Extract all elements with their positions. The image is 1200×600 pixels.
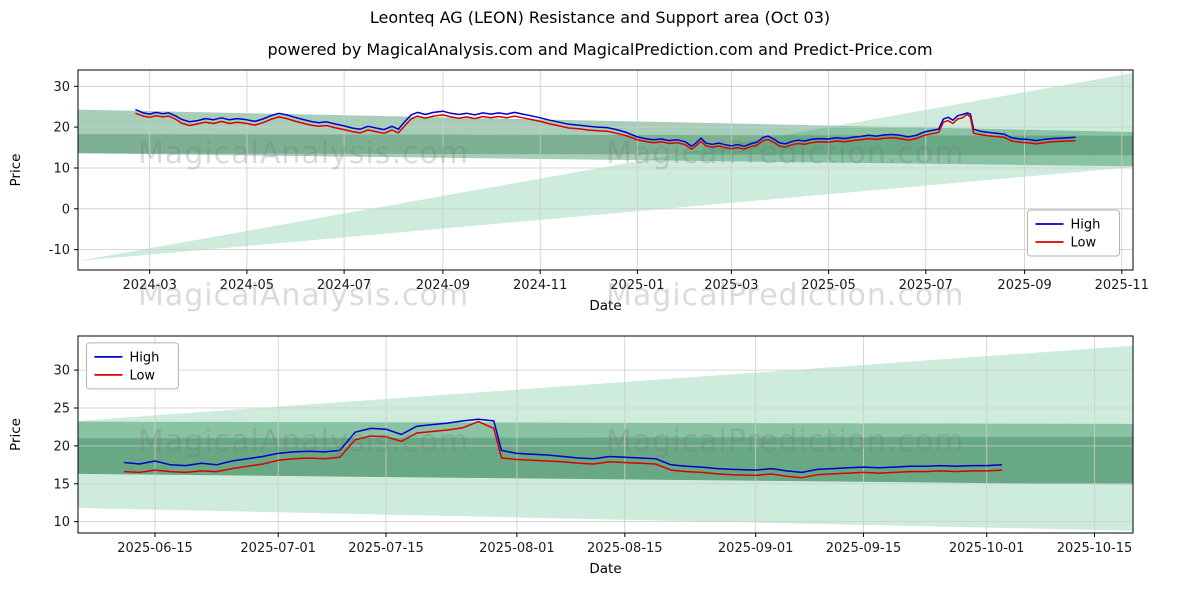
resistance-band (78, 421, 1133, 485)
legend: High Low (85, 342, 179, 390)
chart-subtitle: powered by MagicalAnalysis.com and Magic… (267, 40, 933, 59)
legend-label-low: Low (1071, 236, 1097, 251)
tick-label-y: 30 (53, 364, 70, 379)
tick-label-x: 2025-07-01 (240, 541, 316, 556)
tick-label-x: 2025-10-01 (949, 541, 1025, 556)
tick-label-y: 20 (53, 439, 70, 454)
series-line-high (135, 108, 1076, 148)
tick-label-y: 0 (62, 202, 70, 217)
x-axis-label: Date (589, 298, 621, 314)
chart-canvas: 2025-06-15 2025-07-01 2025-07-15 2025-08-01… (8, 335, 1134, 577)
tick-label-x: 2025-07-15 (348, 541, 424, 556)
tick-label-y: 30 (53, 80, 70, 95)
chart-title: Leonteq AG (LEON) Resistance and Support… (369, 8, 831, 27)
tick-label-x: 2025-06-15 (117, 541, 193, 556)
y-axis-label: Price (8, 418, 24, 451)
tick-label-x: 2024-05 (220, 278, 274, 293)
y-axis-label: Price (8, 154, 24, 187)
tick-label-x: 2024-07 (317, 278, 371, 293)
resistance-band (78, 109, 1133, 167)
tick-label-y: 20 (53, 121, 70, 136)
tick-label-x: 2025-09-01 (718, 541, 794, 556)
legend-label-high: High (129, 350, 159, 365)
legend-label-high: High (1071, 218, 1101, 233)
support-band (78, 134, 1133, 156)
tick-label-x: 2025-05 (801, 278, 855, 293)
plot-frame (77, 69, 1134, 271)
tick-label-x: 2025-09 (997, 278, 1051, 293)
tick-label-x: 2025-11 (1095, 278, 1149, 293)
x-axis-label: Date (589, 561, 621, 577)
bottom-price-chart: 2025-06-15 2025-07-01 2025-07-15 2025-08-01… (0, 328, 1200, 590)
legend: High Low (1027, 209, 1120, 257)
tick-label-x: 2024-09 (416, 278, 470, 293)
plot-frame (77, 335, 1134, 534)
tick-label-x: 2025-07 (899, 278, 953, 293)
tick-label-y: 25 (53, 402, 70, 417)
tick-label-y: -10 (49, 243, 70, 258)
tick-label-y: 15 (53, 477, 70, 492)
series-line-high (124, 418, 1003, 474)
tick-label-x: 2025-03 (704, 278, 758, 293)
support-wedge (78, 345, 1133, 531)
series-line-low (124, 420, 1003, 479)
legend-label-low: Low (129, 368, 155, 383)
top-price-chart: 2024-03 2024-05 2024-07 2024-09 2024-11 2025-… (0, 62, 1200, 324)
tick-label-y: 10 (53, 162, 70, 177)
tick-label-y: 10 (53, 515, 70, 530)
tick-label-x: 2025-01 (610, 278, 664, 293)
tick-label-x: 2025-08-01 (479, 541, 555, 556)
support-wedge (78, 72, 1133, 262)
series-line-low (135, 112, 1076, 150)
tick-label-x: 2025-10-15 (1057, 541, 1133, 556)
chart-canvas: 2024-03 2024-05 2024-07 2024-09 2024-11 2025-… (8, 69, 1149, 314)
tick-label-x: 2024-03 (123, 278, 177, 293)
tick-label-x: 2025-09-15 (826, 541, 902, 556)
tick-label-x: 2025-08-15 (587, 541, 663, 556)
tick-label-x: 2024-11 (513, 278, 567, 293)
